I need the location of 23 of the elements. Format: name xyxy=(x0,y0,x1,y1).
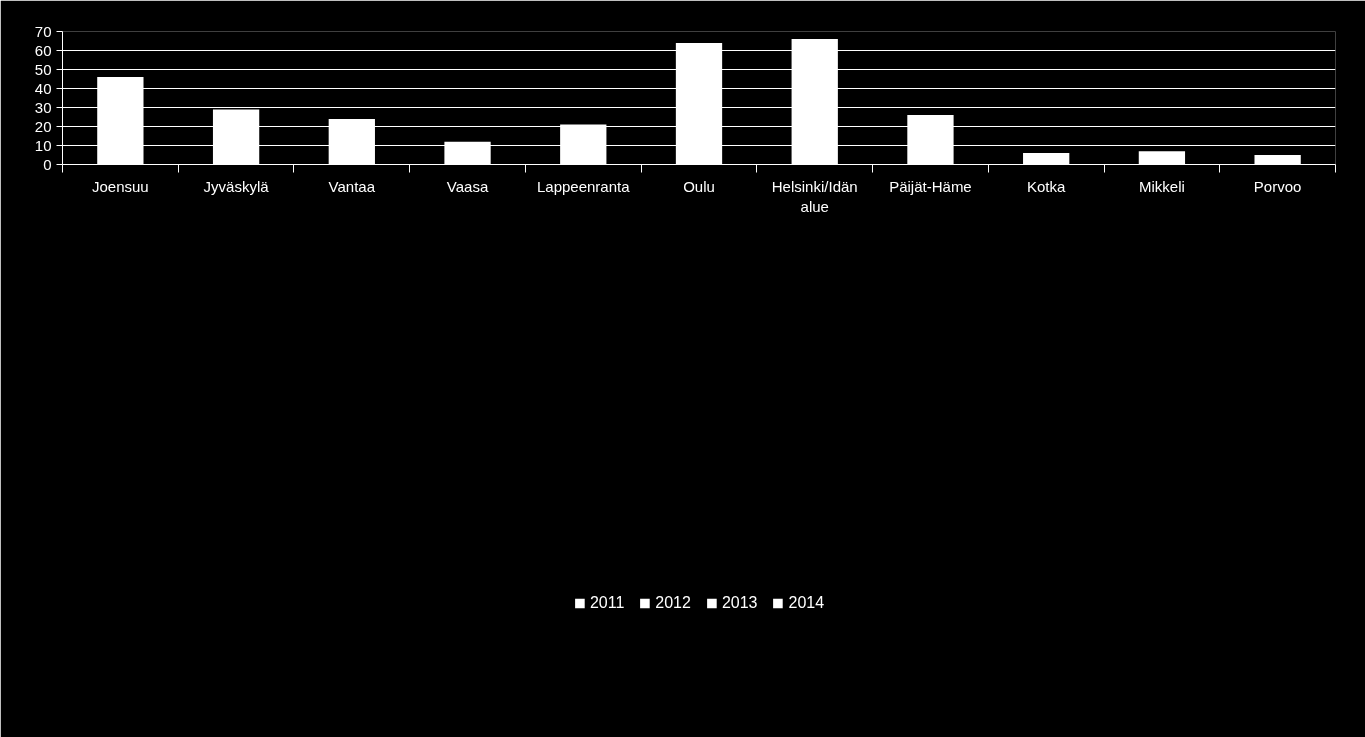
y-tick-label: 20 xyxy=(34,117,52,135)
x-tick-label: Helsinki/Idän alue xyxy=(771,177,858,215)
x-tick-label: Vantaa xyxy=(328,177,376,195)
x-tick-label: Porvoo xyxy=(1253,177,1302,195)
x-tick-label: Jyväskylä xyxy=(203,177,270,195)
legend-label: 2012 xyxy=(655,593,691,612)
x-tick-label: Oulu xyxy=(683,177,715,195)
legend-label: 2013 xyxy=(721,593,758,612)
x-tick-label: Päijät-Häme xyxy=(889,177,972,195)
y-tick-label: 70 xyxy=(34,22,52,40)
x-tick-label: Mikkeli xyxy=(1138,177,1185,195)
x-tick-label: Lappeenranta xyxy=(536,177,631,195)
y-tick-label: 40 xyxy=(34,79,52,97)
y-tick-label: 30 xyxy=(34,98,52,116)
y-tick-label: 60 xyxy=(34,41,52,59)
y-tick-label: 10 xyxy=(34,136,52,154)
x-tick-label: Vaasa xyxy=(446,177,489,195)
legend-label: 2011 xyxy=(589,593,625,612)
y-tick-label: 50 xyxy=(34,60,52,78)
x-tick-label: Joensuu xyxy=(92,177,149,195)
x-tick-label: Kotka xyxy=(1027,177,1067,195)
legend-label: 2014 xyxy=(788,593,825,612)
y-tick-label: 0 xyxy=(43,155,52,173)
